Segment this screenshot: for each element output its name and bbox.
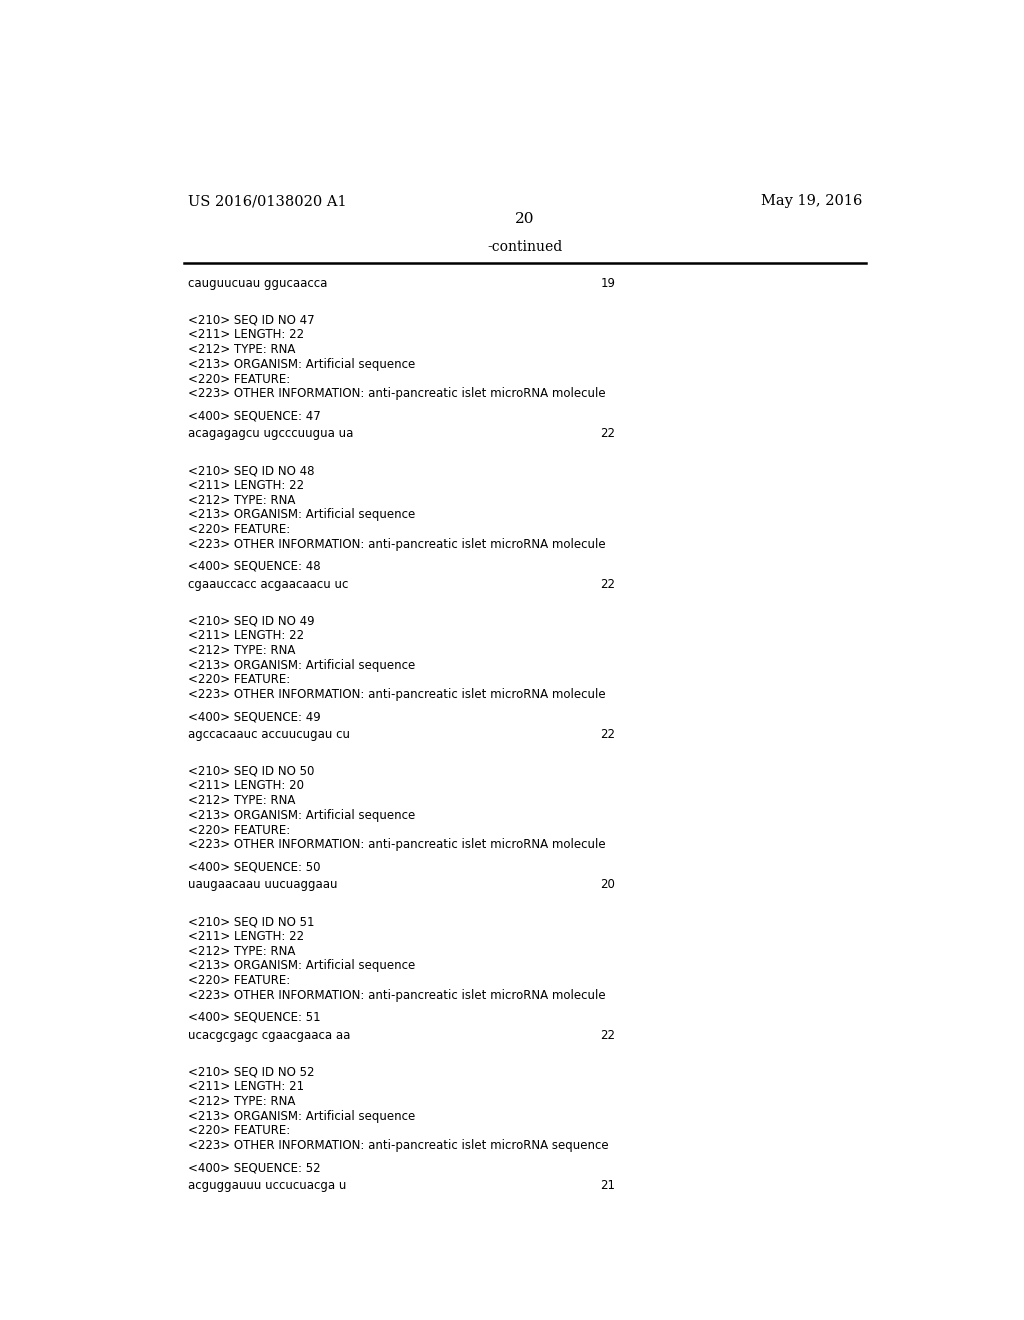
Text: <223> OTHER INFORMATION: anti-pancreatic islet microRNA molecule: <223> OTHER INFORMATION: anti-pancreatic… xyxy=(187,537,605,550)
Text: <400> SEQUENCE: 50: <400> SEQUENCE: 50 xyxy=(187,861,321,874)
Text: <212> TYPE: RNA: <212> TYPE: RNA xyxy=(187,795,295,808)
Text: <212> TYPE: RNA: <212> TYPE: RNA xyxy=(187,644,295,657)
Text: <213> ORGANISM: Artificial sequence: <213> ORGANISM: Artificial sequence xyxy=(187,1110,415,1122)
Text: <220> FEATURE:: <220> FEATURE: xyxy=(187,1125,290,1138)
Text: ucacgcgagc cgaacgaaca aa: ucacgcgagc cgaacgaaca aa xyxy=(187,1028,350,1041)
Text: <211> LENGTH: 22: <211> LENGTH: 22 xyxy=(187,479,304,492)
Text: <400> SEQUENCE: 49: <400> SEQUENCE: 49 xyxy=(187,710,321,723)
Text: 22: 22 xyxy=(600,428,615,441)
Text: <210> SEQ ID NO 51: <210> SEQ ID NO 51 xyxy=(187,915,314,928)
Text: <223> OTHER INFORMATION: anti-pancreatic islet microRNA sequence: <223> OTHER INFORMATION: anti-pancreatic… xyxy=(187,1139,608,1152)
Text: acguggauuu uccucuacga u: acguggauuu uccucuacga u xyxy=(187,1179,346,1192)
Text: <400> SEQUENCE: 51: <400> SEQUENCE: 51 xyxy=(187,1011,321,1024)
Text: <212> TYPE: RNA: <212> TYPE: RNA xyxy=(187,1094,295,1107)
Text: <210> SEQ ID NO 49: <210> SEQ ID NO 49 xyxy=(187,614,314,627)
Text: <212> TYPE: RNA: <212> TYPE: RNA xyxy=(187,945,295,957)
Text: agccacaauc accuucugau cu: agccacaauc accuucugau cu xyxy=(187,727,349,741)
Text: <400> SEQUENCE: 52: <400> SEQUENCE: 52 xyxy=(187,1162,321,1175)
Text: cgaauccacc acgaacaacu uc: cgaauccacc acgaacaacu uc xyxy=(187,578,348,590)
Text: <211> LENGTH: 21: <211> LENGTH: 21 xyxy=(187,1080,304,1093)
Text: <211> LENGTH: 22: <211> LENGTH: 22 xyxy=(187,329,304,342)
Text: <220> FEATURE:: <220> FEATURE: xyxy=(187,372,290,385)
Text: cauguucuau ggucaacca: cauguucuau ggucaacca xyxy=(187,277,327,290)
Text: <220> FEATURE:: <220> FEATURE: xyxy=(187,523,290,536)
Text: uaugaacaau uucuaggaau: uaugaacaau uucuaggaau xyxy=(187,878,337,891)
Text: <223> OTHER INFORMATION: anti-pancreatic islet microRNA molecule: <223> OTHER INFORMATION: anti-pancreatic… xyxy=(187,989,605,1002)
Text: <400> SEQUENCE: 48: <400> SEQUENCE: 48 xyxy=(187,560,321,573)
Text: <212> TYPE: RNA: <212> TYPE: RNA xyxy=(187,343,295,356)
Text: <220> FEATURE:: <220> FEATURE: xyxy=(187,824,290,837)
Text: <211> LENGTH: 22: <211> LENGTH: 22 xyxy=(187,929,304,942)
Text: <210> SEQ ID NO 48: <210> SEQ ID NO 48 xyxy=(187,465,314,477)
Text: US 2016/0138020 A1: US 2016/0138020 A1 xyxy=(187,194,346,209)
Text: <223> OTHER INFORMATION: anti-pancreatic islet microRNA molecule: <223> OTHER INFORMATION: anti-pancreatic… xyxy=(187,388,605,400)
Text: 21: 21 xyxy=(600,1179,615,1192)
Text: 22: 22 xyxy=(600,578,615,590)
Text: <213> ORGANISM: Artificial sequence: <213> ORGANISM: Artificial sequence xyxy=(187,809,415,822)
Text: 22: 22 xyxy=(600,1028,615,1041)
Text: <213> ORGANISM: Artificial sequence: <213> ORGANISM: Artificial sequence xyxy=(187,659,415,672)
Text: <400> SEQUENCE: 47: <400> SEQUENCE: 47 xyxy=(187,409,321,422)
Text: <210> SEQ ID NO 47: <210> SEQ ID NO 47 xyxy=(187,314,314,327)
Text: 22: 22 xyxy=(600,727,615,741)
Text: <213> ORGANISM: Artificial sequence: <213> ORGANISM: Artificial sequence xyxy=(187,508,415,521)
Text: 20: 20 xyxy=(515,213,535,227)
Text: <220> FEATURE:: <220> FEATURE: xyxy=(187,673,290,686)
Text: 19: 19 xyxy=(600,277,615,290)
Text: <211> LENGTH: 20: <211> LENGTH: 20 xyxy=(187,780,303,792)
Text: <223> OTHER INFORMATION: anti-pancreatic islet microRNA molecule: <223> OTHER INFORMATION: anti-pancreatic… xyxy=(187,838,605,851)
Text: <220> FEATURE:: <220> FEATURE: xyxy=(187,974,290,987)
Text: <212> TYPE: RNA: <212> TYPE: RNA xyxy=(187,494,295,507)
Text: acagagagcu ugcccuugua ua: acagagagcu ugcccuugua ua xyxy=(187,428,353,441)
Text: -continued: -continued xyxy=(487,240,562,253)
Text: <213> ORGANISM: Artificial sequence: <213> ORGANISM: Artificial sequence xyxy=(187,960,415,973)
Text: <211> LENGTH: 22: <211> LENGTH: 22 xyxy=(187,630,304,642)
Text: <210> SEQ ID NO 52: <210> SEQ ID NO 52 xyxy=(187,1065,314,1078)
Text: May 19, 2016: May 19, 2016 xyxy=(761,194,862,209)
Text: <223> OTHER INFORMATION: anti-pancreatic islet microRNA molecule: <223> OTHER INFORMATION: anti-pancreatic… xyxy=(187,688,605,701)
Text: <213> ORGANISM: Artificial sequence: <213> ORGANISM: Artificial sequence xyxy=(187,358,415,371)
Text: <210> SEQ ID NO 50: <210> SEQ ID NO 50 xyxy=(187,764,314,777)
Text: 20: 20 xyxy=(600,878,615,891)
